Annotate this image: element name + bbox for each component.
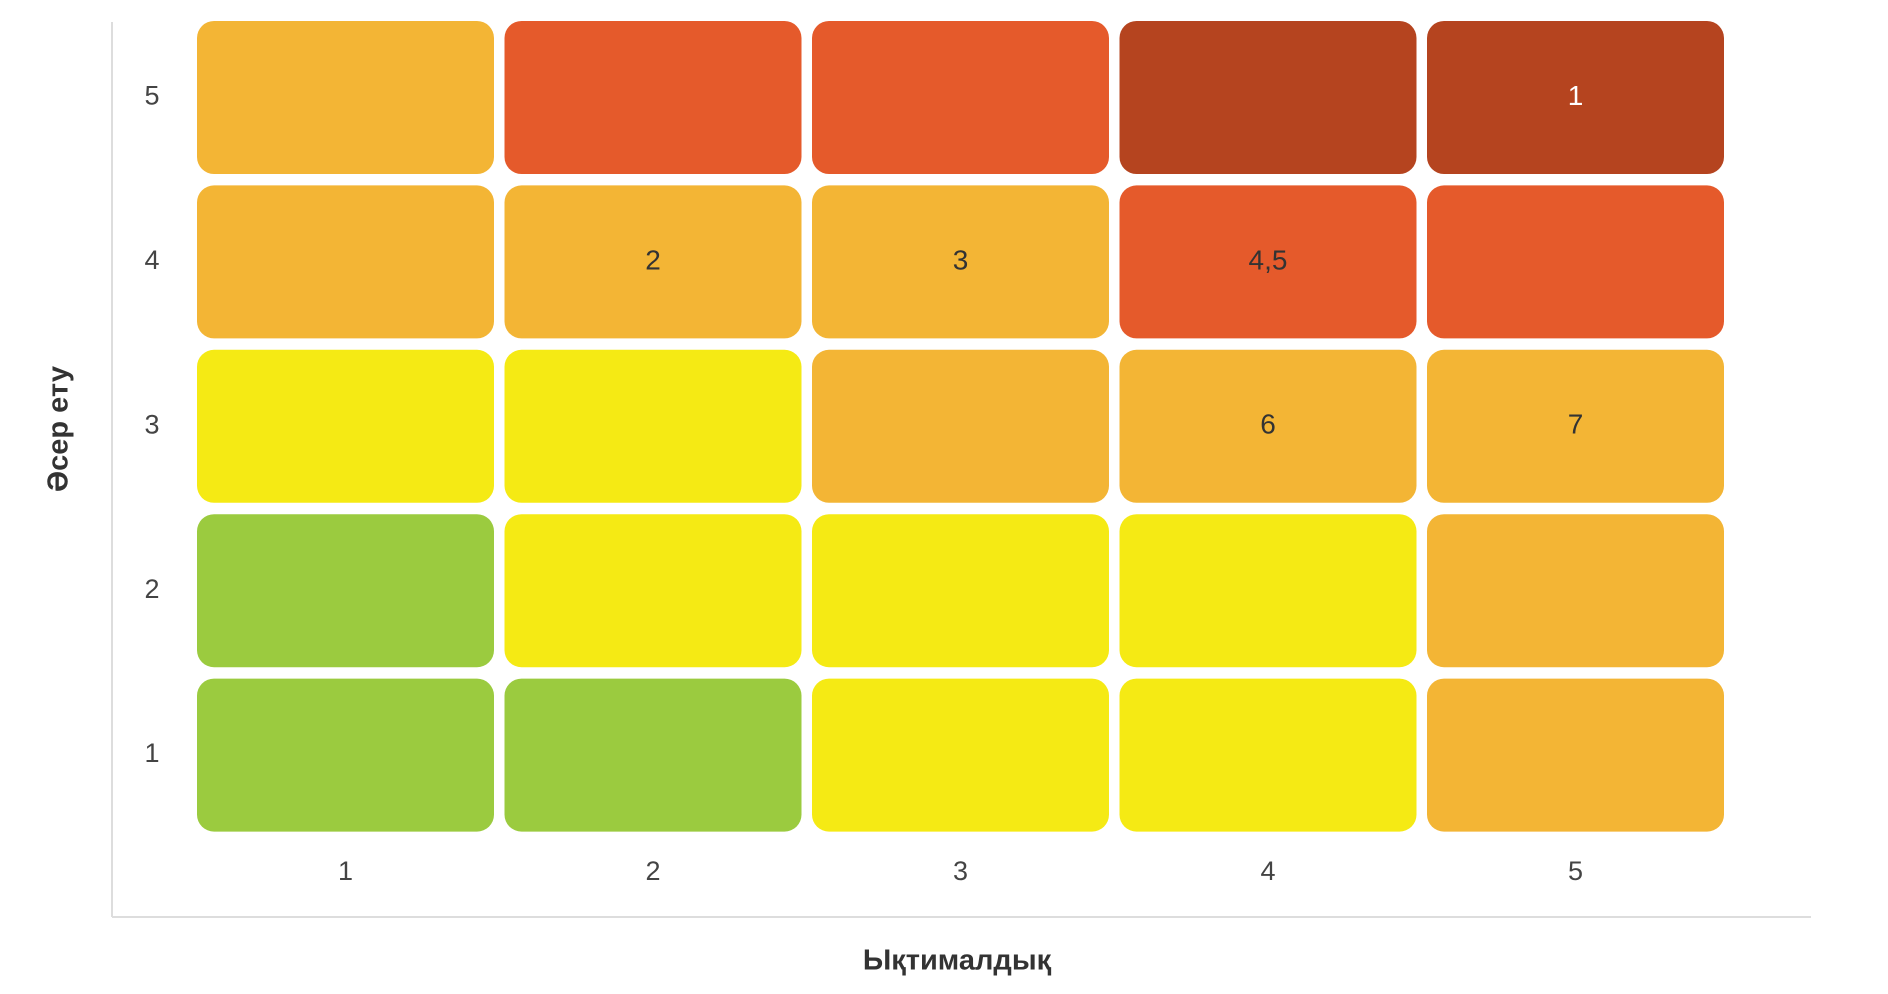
matrix-cell [197, 514, 494, 668]
y-tick-label: 1 [144, 738, 159, 768]
x-axis-title: Ықтималдық [863, 945, 1052, 977]
cell-label: 1 [1568, 80, 1584, 111]
matrix-cell [504, 185, 802, 339]
matrix-cell [197, 349, 494, 503]
matrix-cell [197, 21, 494, 174]
matrix-cell [197, 185, 494, 339]
y-tick-label: 3 [144, 409, 159, 439]
matrix-cell [197, 678, 494, 832]
matrix-cell [504, 514, 802, 668]
y-tick-label: 5 [144, 81, 159, 111]
cell-label: 4,5 [1249, 244, 1288, 275]
x-tick-label: 4 [1260, 856, 1275, 886]
matrix-cell [1119, 678, 1417, 832]
x-tick-label: 2 [645, 856, 660, 886]
matrix-cell [504, 678, 802, 832]
matrix-cell [1119, 185, 1417, 339]
matrix-cell [812, 349, 1109, 503]
matrix-cell [812, 514, 1109, 668]
matrix-cell [1119, 21, 1417, 174]
y-axis-title: Әсер ету [43, 366, 75, 492]
matrix-cell [504, 21, 802, 174]
matrix-cell [812, 678, 1109, 832]
matrix-cell [1427, 185, 1724, 339]
matrix-cell [504, 349, 802, 503]
matrix-cell [812, 21, 1109, 174]
matrix-cell [812, 185, 1109, 339]
matrix-cell [1427, 21, 1724, 174]
x-tick-label: 3 [953, 856, 968, 886]
matrix-cell [1119, 349, 1417, 503]
matrix-cell [1119, 514, 1417, 668]
x-tick-label: 5 [1568, 856, 1583, 886]
matrix-cell [1427, 514, 1724, 668]
x-tick-label: 1 [338, 856, 353, 886]
cell-label: 7 [1568, 409, 1584, 440]
matrix-cell [1427, 349, 1724, 503]
y-tick-label: 4 [144, 245, 159, 275]
y-tick-label: 2 [144, 574, 159, 604]
cell-label: 3 [953, 244, 969, 275]
cell-label: 6 [1260, 409, 1276, 440]
cell-label: 2 [645, 244, 661, 275]
matrix-cell [1427, 678, 1724, 832]
